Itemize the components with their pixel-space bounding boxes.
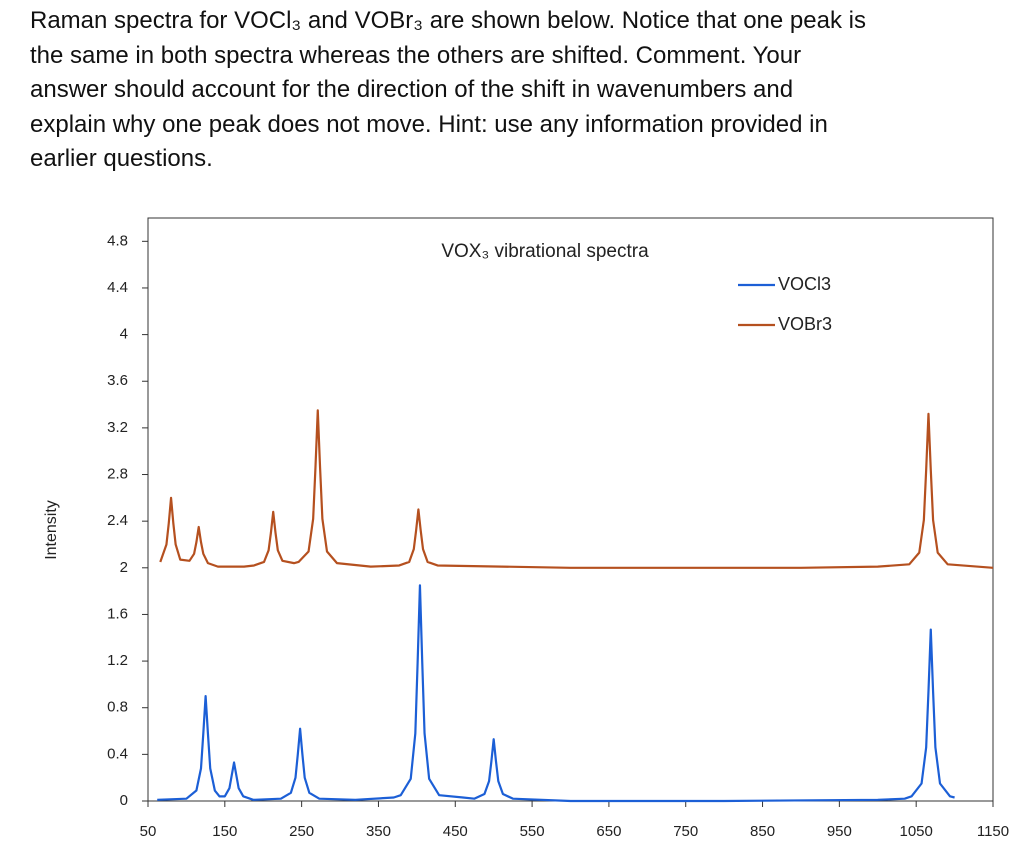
question-line: the same in both spectra whereas the oth… bbox=[30, 41, 802, 69]
y-tick-label: 2.4 bbox=[107, 512, 128, 529]
legend-label: VOBr3 bbox=[778, 314, 832, 334]
series-line bbox=[159, 409, 994, 569]
question-line: explain why one peak does not move. Hint… bbox=[30, 110, 828, 138]
question-line: earlier questions. bbox=[30, 145, 213, 172]
y-tick-label: 1.2 bbox=[107, 652, 128, 669]
x-tick-label: 850 bbox=[750, 823, 775, 840]
x-tick-label: 550 bbox=[520, 823, 545, 840]
y-tick-label: 0 bbox=[120, 792, 128, 809]
y-tick-label: 2.8 bbox=[107, 465, 128, 482]
question-line: Raman spectra for VOCl₃ and VOBr₃ are sh… bbox=[30, 7, 866, 34]
y-tick-label: 4.8 bbox=[107, 232, 128, 249]
y-tick-label: 0.4 bbox=[107, 745, 128, 762]
x-tick-label: 1150 bbox=[977, 823, 1009, 840]
y-tick-label: 0.8 bbox=[107, 699, 128, 716]
x-tick-label: 350 bbox=[366, 823, 391, 840]
series-line bbox=[157, 584, 955, 803]
y-tick-label: 3.6 bbox=[107, 372, 128, 389]
x-tick-label: 1050 bbox=[899, 823, 932, 840]
y-tick-label: 4 bbox=[120, 326, 128, 343]
x-tick-label: 650 bbox=[596, 823, 621, 840]
y-tick-label: 2 bbox=[120, 559, 128, 576]
y-tick-label: 4.4 bbox=[107, 279, 128, 296]
y-tick-label: 1.6 bbox=[107, 605, 128, 622]
legend-label: VOCl3 bbox=[778, 274, 831, 294]
x-tick-label: 950 bbox=[827, 823, 852, 840]
y-axis-label: Intensity bbox=[43, 500, 60, 560]
question-line: answer should account for the direction … bbox=[30, 76, 794, 103]
y-tick-label: 3.2 bbox=[107, 419, 128, 436]
x-tick-label: 150 bbox=[212, 823, 237, 840]
chart-title: VOX₃ vibrational spectra bbox=[441, 241, 649, 262]
plot-frame bbox=[147, 217, 994, 802]
x-tick-label: 250 bbox=[289, 823, 314, 840]
x-tick-label: 450 bbox=[443, 823, 468, 840]
question-text: Raman spectra for VOCl₃ and VOBr₃ are sh… bbox=[30, 4, 1020, 177]
x-tick-label: 50 bbox=[140, 823, 157, 840]
x-tick-label: 750 bbox=[673, 823, 698, 840]
